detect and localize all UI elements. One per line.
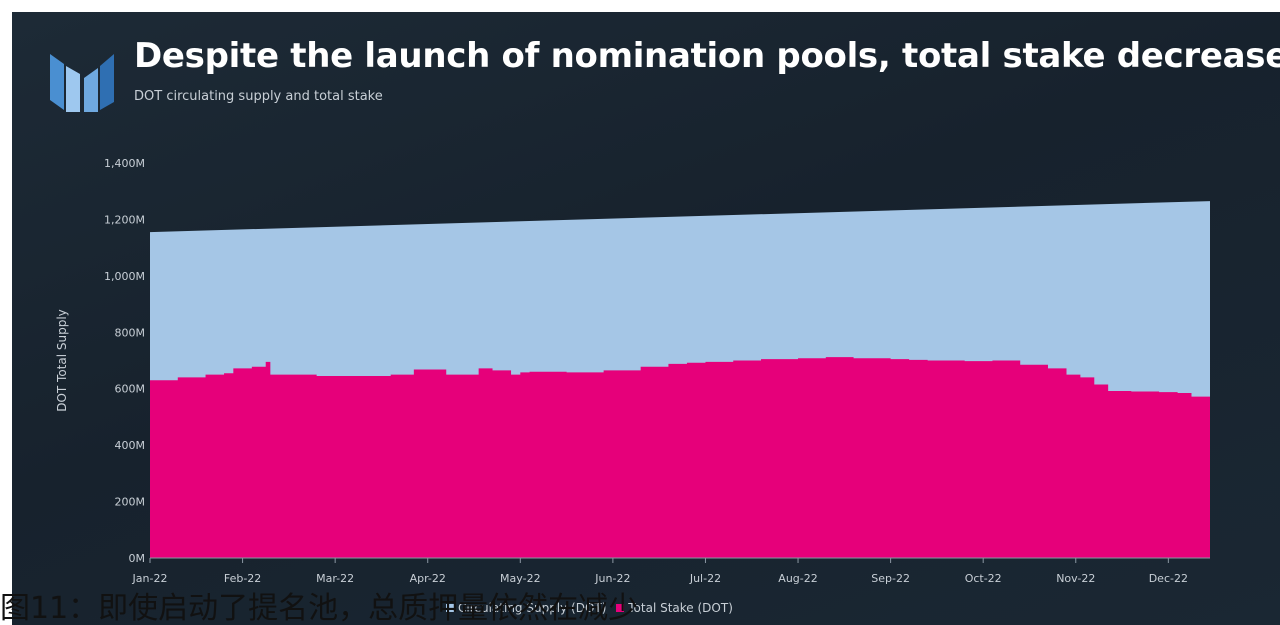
x-tick-label: May-22 <box>500 572 541 585</box>
x-tick-label: Mar-22 <box>316 572 354 585</box>
figure-caption: 图11：即使启动了提名池，总质押量依然在减少 <box>0 591 639 625</box>
x-tick-label: Jun-22 <box>594 572 630 585</box>
x-tick-label: Jul-22 <box>689 572 721 585</box>
x-tick-label: Apr-22 <box>410 572 446 585</box>
x-tick-label: Aug-22 <box>778 572 817 585</box>
y-tick-label: 0M <box>129 552 146 565</box>
y-tick-label: 400M <box>115 439 146 452</box>
y-tick-label: 1,400M <box>104 157 145 170</box>
legend-swatch-stake <box>616 604 625 612</box>
y-tick-label: 1,200M <box>104 213 145 226</box>
area-series-total-stake <box>150 357 1210 558</box>
x-tick-label: Oct-22 <box>965 572 1002 585</box>
x-tick-label: Dec-22 <box>1149 572 1188 585</box>
y-tick-label: 200M <box>115 496 146 509</box>
x-tick-label: Nov-22 <box>1056 572 1095 585</box>
y-tick-label: 600M <box>115 383 146 396</box>
chart-subtitle: DOT circulating supply and total stake <box>134 89 383 104</box>
chart-title: Despite the launch of nomination pools, … <box>134 36 1280 76</box>
x-tick-label: Sep-22 <box>871 572 910 585</box>
y-tick-label: 800M <box>115 326 146 339</box>
y-axis-label: DOT Total Supply <box>55 309 69 412</box>
legend: Circulating Supply (DOT) Total Stake (DO… <box>440 601 733 615</box>
legend-swatch-circulating <box>446 604 454 612</box>
x-tick-label: Jan-22 <box>132 572 168 585</box>
messari-logo-icon <box>50 54 114 112</box>
y-tick-label: 1,000M <box>104 270 145 283</box>
x-tick-label: Feb-22 <box>224 572 261 585</box>
legend-label-circulating: Circulating Supply (DOT) <box>458 601 607 615</box>
legend-label-stake: Total Stake (DOT) <box>628 601 733 615</box>
